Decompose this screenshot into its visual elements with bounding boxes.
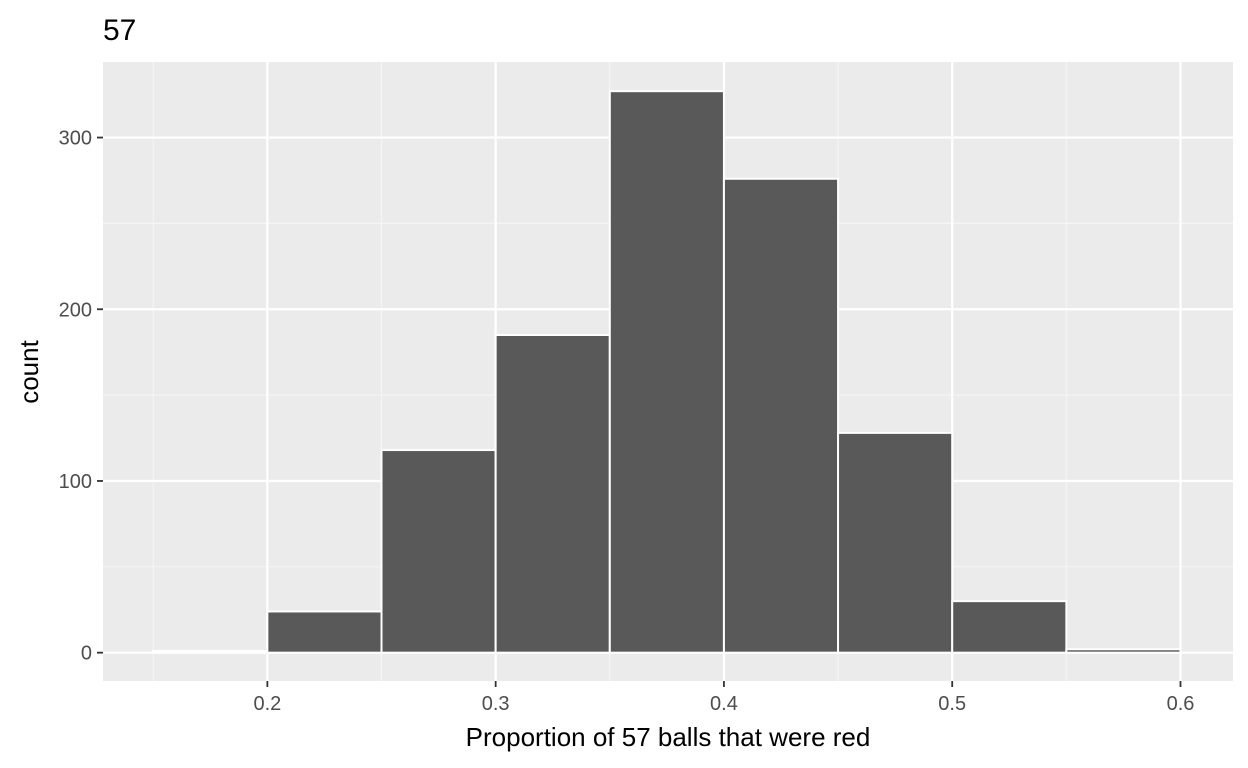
x-tick-label: 0.6	[1167, 693, 1195, 715]
chart-title: 57	[103, 14, 136, 47]
histogram-bar	[608, 90, 725, 654]
x-tick-label: 0.2	[253, 693, 281, 715]
x-tick-label: 0.5	[938, 693, 966, 715]
histogram-bar	[1065, 648, 1182, 654]
histogram-bars	[152, 90, 1182, 654]
y-tick-label: 100	[59, 471, 92, 493]
y-tick-label: 300	[59, 128, 92, 150]
histogram-bar	[152, 649, 269, 654]
y-axis: 0 100 200 300	[59, 128, 103, 665]
y-tick-label: 0	[81, 643, 92, 665]
x-tick-label: 0.4	[710, 693, 738, 715]
histogram-bar	[951, 600, 1068, 654]
histogram-bar	[722, 177, 840, 654]
x-axis: 0.2 0.3 0.4 0.5 0.6	[253, 681, 1194, 715]
histogram-bar	[494, 334, 611, 654]
histogram-bar	[266, 610, 383, 654]
x-axis-title: Proportion of 57 balls that were red	[466, 722, 871, 752]
y-tick-label: 200	[59, 299, 92, 321]
x-tick-label: 0.3	[482, 693, 510, 715]
histogram-bar	[380, 449, 497, 654]
histogram-bar	[837, 431, 954, 654]
y-axis-title: count	[14, 339, 44, 403]
